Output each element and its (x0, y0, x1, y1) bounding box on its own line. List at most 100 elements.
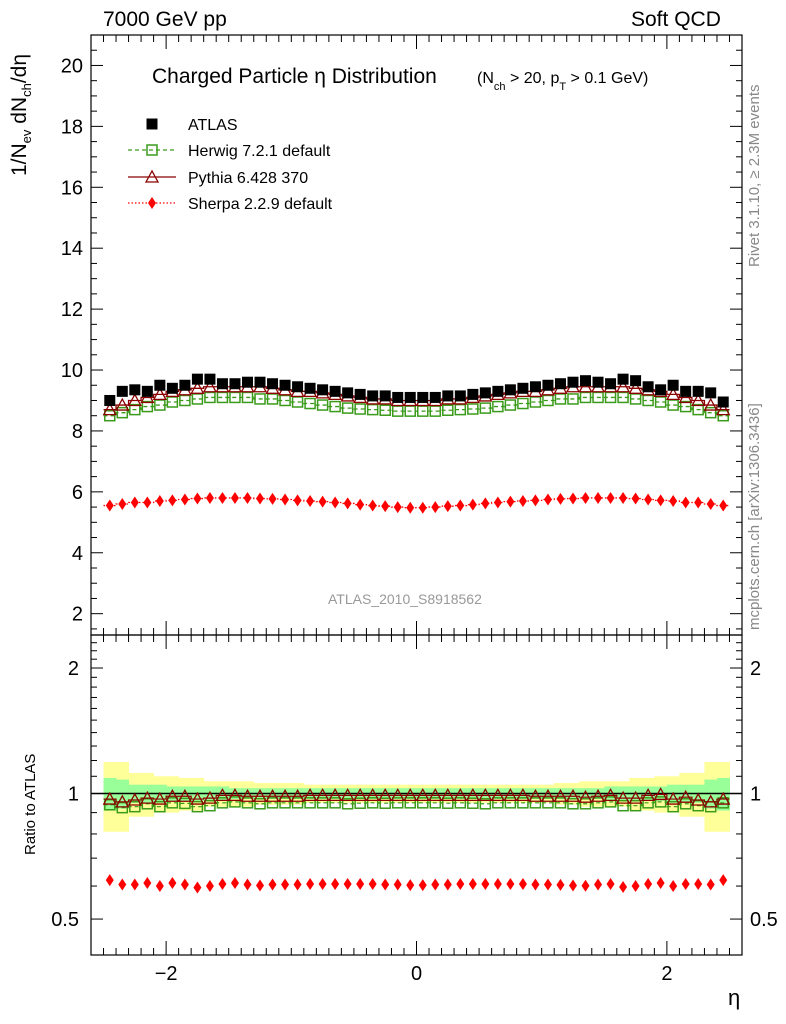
herwig-ratio-point (279, 797, 291, 809)
sherpa-main-point (468, 498, 477, 511)
herwig-main-point (329, 400, 341, 413)
herwig-main-point (704, 406, 717, 419)
herwig-main-point (604, 391, 617, 404)
sherpa-main-point (218, 491, 227, 504)
sherpa-main-point (694, 496, 703, 509)
herwig-main-point (442, 404, 454, 416)
herwig-main-point (517, 397, 529, 410)
atlas-main-point (204, 373, 216, 385)
herwig-ratio-point (179, 797, 191, 810)
ratio-ytick-label: 1 (68, 784, 79, 806)
herwig-main-point (166, 396, 179, 408)
atlas-main-point (229, 378, 241, 390)
pythia-ratio-point (603, 788, 618, 802)
herwig-main-point (266, 393, 279, 405)
pythia-ratio-point (215, 788, 230, 802)
xtick-label: 2 (661, 963, 672, 985)
sherpa-main-line (103, 497, 730, 509)
pythia-ratio-point (415, 788, 430, 802)
ratio-ytick-label: 0.5 (51, 909, 79, 931)
herwig-ratio-point (379, 797, 391, 809)
herwig-main-point (129, 403, 141, 416)
herwig-ratio-point (504, 797, 517, 809)
sherpa-main-point (418, 501, 427, 514)
main-ytick-label: 14 (61, 238, 83, 260)
herwig-main-point (567, 393, 579, 405)
herwig-main-point (204, 391, 216, 404)
herwig-ratio-point (241, 797, 254, 809)
herwig-ratio-point (554, 797, 567, 809)
herwig-main-point (429, 405, 442, 417)
herwig-main-point (366, 403, 379, 416)
sherpa-main-point (343, 497, 352, 510)
pythia-ratio-point (152, 791, 167, 805)
pythia-ratio-point (478, 788, 493, 802)
sherpa-ratio-point (168, 877, 177, 890)
atlas-main-point (267, 378, 279, 390)
atlas-main-point (592, 376, 604, 388)
herwig-main-point (654, 396, 667, 408)
herwig-main-point (116, 406, 129, 419)
atlas-main-point (554, 378, 566, 390)
herwig-ratio-point (104, 798, 116, 811)
pythia-main-line (103, 386, 730, 411)
atlas-main-point (479, 387, 491, 399)
sherpa-main-point (581, 491, 590, 504)
atlas-main-point (129, 384, 141, 396)
pythia-ratio-line (103, 793, 730, 803)
sherpa-main-point (543, 493, 552, 506)
sherpa-ratio-point (293, 878, 302, 891)
sherpa-main-point (556, 492, 565, 505)
x-axis-label: η (728, 985, 740, 1010)
legend-label-atlas: ATLAS (188, 117, 238, 134)
main-ytick-label: 12 (61, 299, 83, 321)
sherpa-main-point (180, 493, 189, 506)
herwig-ratio-point (304, 797, 316, 809)
sherpa-main-point (230, 491, 239, 504)
atlas-main-point (292, 381, 304, 393)
herwig-ratio-point (154, 800, 166, 813)
pythia-ratio-point (140, 790, 155, 804)
herwig-ratio-point (542, 797, 554, 809)
herwig-ratio-point (254, 798, 266, 810)
header-right: Soft QCD (631, 8, 721, 31)
pythia-ratio-point (553, 788, 568, 802)
atlas-main-point (705, 387, 717, 399)
atlas-main-point (542, 379, 554, 391)
herwig-ratio-point (454, 797, 467, 809)
pythia-ratio-point (277, 788, 293, 802)
sherpa-ratio-point (543, 878, 552, 891)
herwig-ratio-point (129, 800, 141, 813)
sherpa-main-point (443, 500, 452, 513)
herwig-main-point (542, 394, 554, 407)
atlas-main-point (141, 385, 153, 397)
pythia-ratio-point (315, 788, 330, 802)
pythia-main-point (678, 390, 693, 404)
xtick-label: 0 (411, 963, 422, 985)
pythia-main-point (578, 379, 593, 393)
pythia-ratio-point (628, 790, 643, 804)
herwig-ratio-point (654, 796, 667, 808)
sherpa-ratio-point (230, 877, 239, 890)
sherpa-ratio-point (381, 878, 390, 891)
pythia-ratio-point (465, 788, 480, 802)
herwig-main-point (216, 391, 229, 404)
pythia-ratio-point (490, 788, 505, 802)
pythia-ratio-point (641, 788, 656, 802)
sherpa-ratio-point (518, 877, 527, 890)
sherpa-main-point (393, 501, 402, 514)
herwig-main-point (417, 405, 429, 417)
atlas-main-point (642, 381, 654, 393)
sherpa-main-point (606, 491, 615, 504)
herwig-main-line (103, 396, 730, 417)
pythia-ratio-point (302, 788, 318, 802)
sherpa-main-point (656, 494, 665, 507)
herwig-main-point (229, 391, 241, 404)
sherpa-main-point (406, 501, 415, 514)
atlas-main-point (329, 385, 341, 397)
herwig-main-point (717, 409, 729, 422)
herwig-ratio-point (492, 797, 504, 809)
herwig-main-point (191, 393, 204, 405)
herwig-ratio-point (166, 797, 179, 809)
legend-marker-atlas (146, 118, 158, 130)
